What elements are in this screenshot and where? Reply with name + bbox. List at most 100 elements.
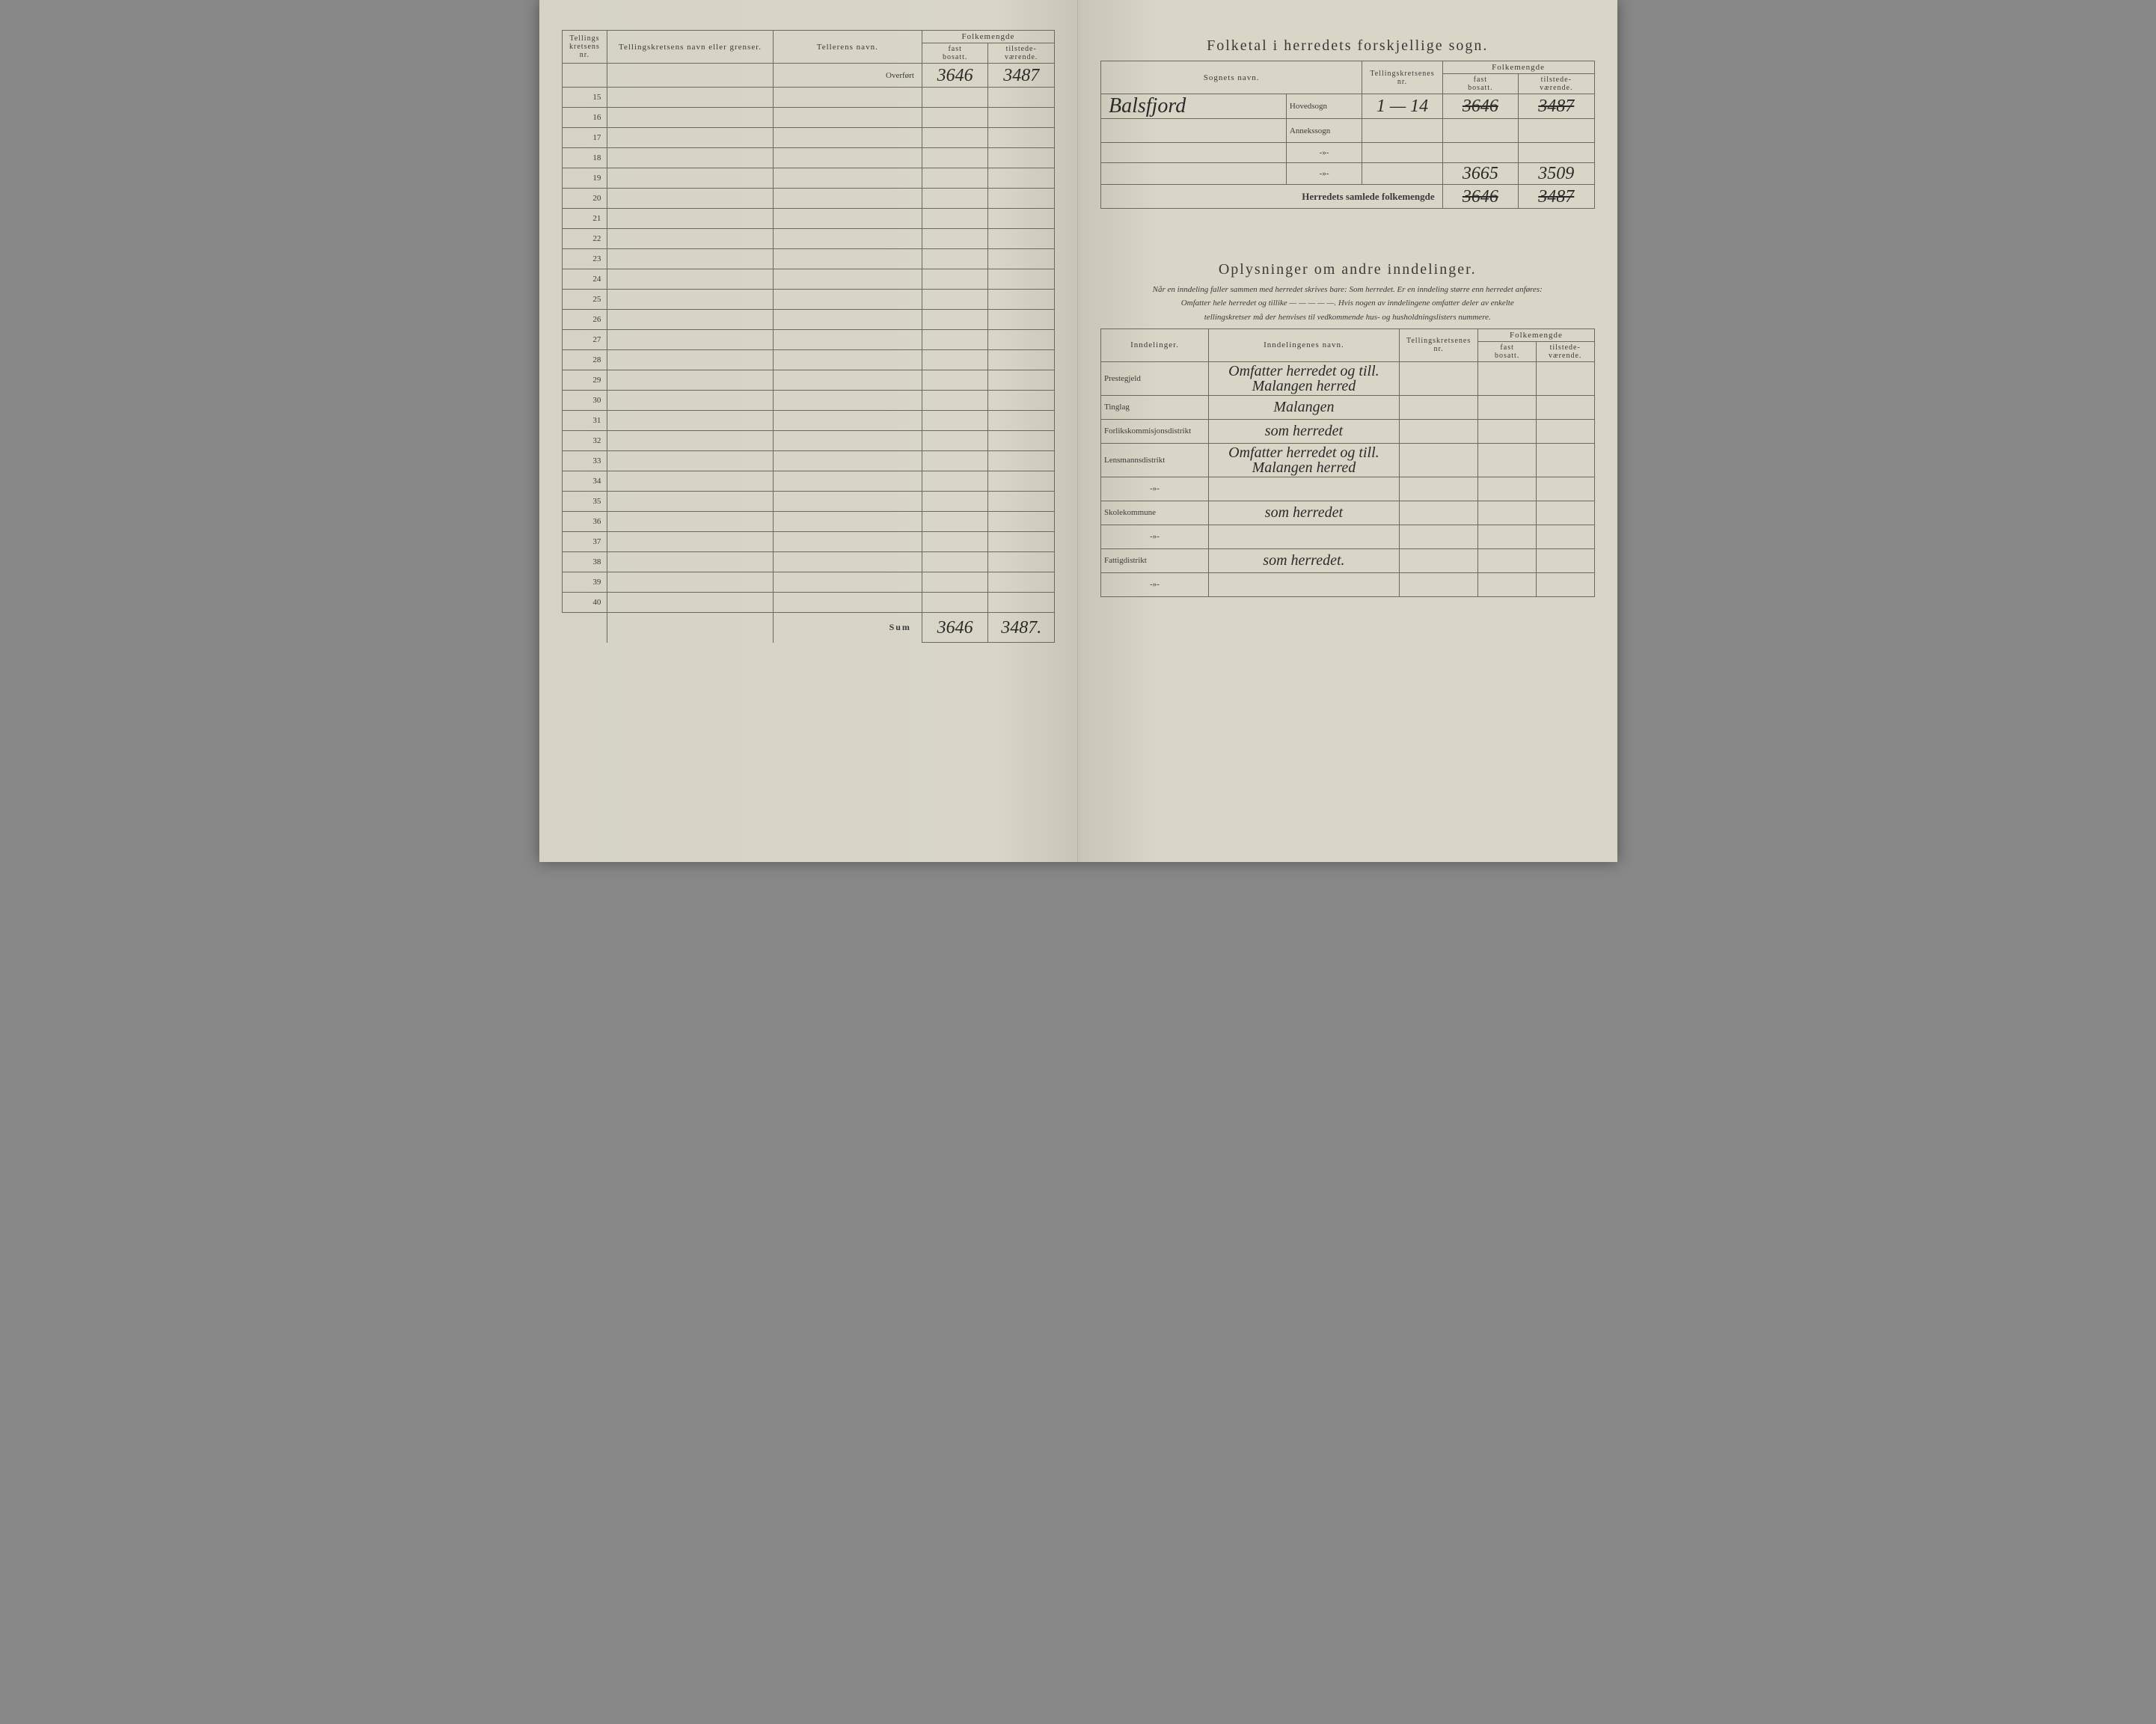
col-header-fast: fastbosatt. bbox=[1442, 74, 1518, 94]
inndeling-row: Forlikskommisjonsdistriktsom herredet bbox=[1101, 419, 1595, 443]
inndeling-row: TinglagMalangen bbox=[1101, 395, 1595, 419]
sogn-til: 3487 bbox=[1519, 94, 1594, 119]
col-header-tilstede: tilstede-værende. bbox=[1519, 74, 1594, 94]
inndeling-value: Omfatter herredet og till. Malangen herr… bbox=[1209, 361, 1400, 395]
inndeling-row: Skolekommunesom herredet bbox=[1101, 501, 1595, 525]
row-number: 16 bbox=[562, 108, 607, 128]
table-row: 33 bbox=[562, 451, 1055, 471]
inndeling-value: som herredet bbox=[1209, 419, 1400, 443]
sogn-fast: 3646 bbox=[1442, 94, 1518, 119]
herredets-fast: 3646 bbox=[1442, 185, 1518, 209]
sogn-name-balsfjord: Balsfjord bbox=[1101, 94, 1287, 119]
sogn-header-row: Sognets navn. Tellingskretsenesnr. Folke… bbox=[1101, 61, 1595, 74]
table-row: 16 bbox=[562, 108, 1055, 128]
row-number: 25 bbox=[562, 290, 607, 310]
col-header-fast: fastbosatt. bbox=[922, 43, 988, 64]
row-number: 26 bbox=[562, 310, 607, 330]
caption-line2: Omfatter hele herredet og tillike — — — … bbox=[1100, 298, 1595, 308]
row-number: 39 bbox=[562, 572, 607, 593]
inndeling-row: LensmannsdistriktOmfatter herredet og ti… bbox=[1101, 443, 1595, 477]
document-spread: Tellings kretsens nr. Tellingskretsens n… bbox=[539, 0, 1617, 862]
inndeling-row: PrestegjeldOmfatter herredet og till. Ma… bbox=[1101, 361, 1595, 395]
inndeling-row: -»- bbox=[1101, 525, 1595, 548]
herredets-label: Herredets samlede folkemengde bbox=[1101, 185, 1443, 209]
col-header-innd-krets: Tellingskretsenesnr. bbox=[1399, 328, 1478, 361]
row-number: 24 bbox=[562, 269, 607, 290]
innd-header-row: Inndelinger. Inndelingenes navn. Telling… bbox=[1101, 328, 1595, 341]
sogn-table: Sognets navn. Tellingskretsenesnr. Folke… bbox=[1100, 61, 1595, 209]
table-row: 25 bbox=[562, 290, 1055, 310]
table-row: 34 bbox=[562, 471, 1055, 492]
table-row: 22 bbox=[562, 229, 1055, 249]
row-number: 27 bbox=[562, 330, 607, 350]
inndeling-value: Malangen bbox=[1209, 395, 1400, 419]
inndeling-row: -»- bbox=[1101, 572, 1595, 596]
row-number: 31 bbox=[562, 411, 607, 431]
col-header-innd-fast: fastbosatt. bbox=[1478, 341, 1537, 361]
table-row: 27 bbox=[562, 330, 1055, 350]
inndeling-value: Omfatter herredet og till. Malangen herr… bbox=[1209, 443, 1400, 477]
inndelinger-table: Inndelinger. Inndelingenes navn. Telling… bbox=[1100, 328, 1595, 597]
right-page: Folketal i herredets forskjellige sogn. … bbox=[1078, 0, 1617, 862]
inndeling-value bbox=[1209, 477, 1400, 501]
row-number: 15 bbox=[562, 88, 607, 108]
col-header-inndelinger: Inndelinger. bbox=[1101, 328, 1209, 361]
hovedsogn-label: Hovedsogn bbox=[1286, 94, 1362, 119]
table-row: 19 bbox=[562, 168, 1055, 189]
left-table: Tellings kretsens nr. Tellingskretsens n… bbox=[562, 30, 1056, 643]
overfort-fast: 3646 bbox=[922, 64, 988, 88]
section-title-folketal: Folketal i herredets forskjellige sogn. bbox=[1100, 37, 1595, 55]
inndeling-label: Tinglag bbox=[1101, 395, 1209, 419]
row-number: 19 bbox=[562, 168, 607, 189]
annekssogn-label: Annekssogn bbox=[1286, 119, 1362, 143]
row-number: 22 bbox=[562, 229, 607, 249]
inndeling-value: som herredet bbox=[1209, 501, 1400, 525]
table-row: 24 bbox=[562, 269, 1055, 290]
inndeling-ditto: -»- bbox=[1101, 477, 1209, 501]
inndeling-label: Fattigdistrikt bbox=[1101, 548, 1209, 572]
herredets-til: 3487 bbox=[1519, 185, 1594, 209]
row-number: 40 bbox=[562, 593, 607, 613]
col-header-krets-navn: Tellingskretsens navn eller grenser. bbox=[607, 31, 773, 64]
sogn-row-ditto2: -»- 3665 3509 bbox=[1101, 163, 1595, 185]
overfort-label: Overført bbox=[773, 64, 922, 88]
table-row: 28 bbox=[562, 350, 1055, 370]
table-row-blank: Sum 3646 3487. bbox=[562, 613, 1055, 643]
col-header-folkemengde: Folkemengde bbox=[1442, 61, 1594, 74]
table-row: 37 bbox=[562, 532, 1055, 552]
table-row: 23 bbox=[562, 249, 1055, 269]
col-header-tilstede: tilstede-værende. bbox=[988, 43, 1055, 64]
col-header-innd-navn: Inndelingenes navn. bbox=[1209, 328, 1400, 361]
col-header-sognets-navn: Sognets navn. bbox=[1101, 61, 1362, 94]
inndeling-row: Fattigdistriktsom herredet. bbox=[1101, 548, 1595, 572]
row-number: 28 bbox=[562, 350, 607, 370]
table-row: 40 bbox=[562, 593, 1055, 613]
col-header-folkemengde: Folkemengde bbox=[922, 31, 1054, 43]
row-number: 35 bbox=[562, 492, 607, 512]
herredets-row: Herredets samlede folkemengde 3646 3487 bbox=[1101, 185, 1595, 209]
sum-label: Sum bbox=[773, 613, 922, 643]
inndeling-label: Lensmannsdistrikt bbox=[1101, 443, 1209, 477]
row-number: 34 bbox=[562, 471, 607, 492]
col-header-kretser-nr: Tellingskretsenesnr. bbox=[1362, 61, 1442, 94]
section-title-oplysninger: Oplysninger om andre inndelinger. bbox=[1100, 261, 1595, 278]
inndeling-row: -»- bbox=[1101, 477, 1595, 501]
row-number: 17 bbox=[562, 128, 607, 148]
row-number: 23 bbox=[562, 249, 607, 269]
inndeling-label: Forlikskommisjonsdistrikt bbox=[1101, 419, 1209, 443]
table-row: 39 bbox=[562, 572, 1055, 593]
table-row: 35 bbox=[562, 492, 1055, 512]
row-number: 33 bbox=[562, 451, 607, 471]
col-header-teller-navn: Tellerens navn. bbox=[773, 31, 922, 64]
sogn-row-anneks: Annekssogn bbox=[1101, 119, 1595, 143]
row-number: 21 bbox=[562, 209, 607, 229]
table-row: 15 bbox=[562, 88, 1055, 108]
row-number: 30 bbox=[562, 391, 607, 411]
table-row: 20 bbox=[562, 189, 1055, 209]
table-row: 29 bbox=[562, 370, 1055, 391]
table-row: 36 bbox=[562, 512, 1055, 532]
inndeling-value: som herredet. bbox=[1209, 548, 1400, 572]
table-row: 17 bbox=[562, 128, 1055, 148]
inndeling-value bbox=[1209, 525, 1400, 548]
row-number: 20 bbox=[562, 189, 607, 209]
